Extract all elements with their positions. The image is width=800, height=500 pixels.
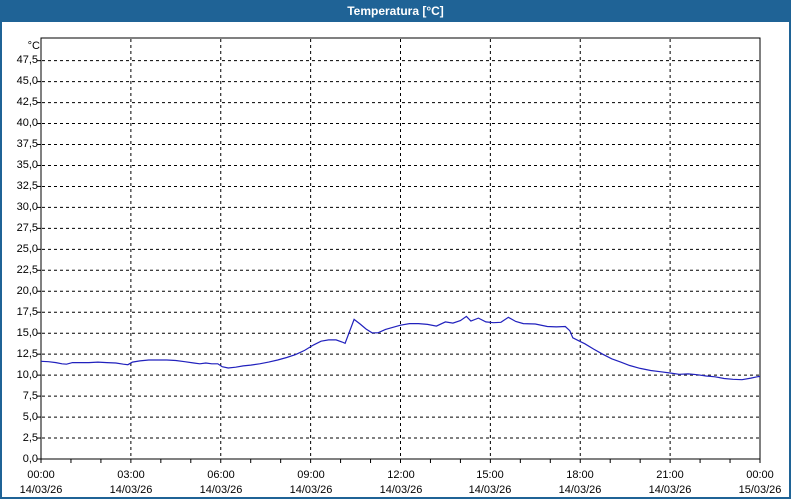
y-tick-label: 25,0	[16, 243, 38, 255]
x-tick-time-label: 03:00	[117, 469, 145, 481]
x-tick-date-label: 15/03/26	[738, 484, 782, 496]
y-tick-label: 47,5	[16, 54, 38, 66]
x-tick-date-label: 14/03/26	[109, 484, 153, 496]
x-tick-time-label: 21:00	[656, 469, 684, 481]
y-tick-label: 12,5	[16, 348, 38, 360]
y-tick-label: 17,5	[16, 306, 38, 318]
y-tick-label: 42,5	[16, 96, 38, 108]
y-tick-label: 15,0	[16, 327, 38, 339]
window-title: Temperatura [°C]	[347, 4, 444, 18]
y-axis-unit-label: °C	[27, 40, 40, 52]
gridlines	[42, 39, 759, 458]
y-tick-label: 27,5	[16, 222, 38, 234]
temperature-chart	[37, 37, 761, 463]
y-tick-label: 20,0	[16, 285, 38, 297]
window-border-right	[789, 22, 791, 499]
y-tick-label: 32,5	[16, 180, 38, 192]
x-tick-date-label: 14/03/26	[648, 484, 692, 496]
y-tick-label: 10,0	[16, 369, 38, 381]
window-border-bottom	[0, 497, 791, 499]
x-tick-time-label: 00:00	[746, 469, 774, 481]
y-tick-label: 37,5	[16, 138, 38, 150]
y-tick-label: 2,5	[22, 432, 38, 444]
y-tick-label: 30,0	[16, 201, 38, 213]
x-tick-date-label: 14/03/26	[558, 484, 602, 496]
x-tick-time-label: 06:00	[207, 469, 235, 481]
x-tick-time-label: 00:00	[27, 469, 55, 481]
y-tick-label: 7,5	[22, 390, 38, 402]
x-tick-date-label: 14/03/26	[379, 484, 423, 496]
y-tick-label: 35,0	[16, 159, 38, 171]
x-tick-date-label: 14/03/26	[199, 484, 243, 496]
x-tick-time-label: 09:00	[297, 469, 325, 481]
x-tick-date-label: 14/03/26	[289, 484, 333, 496]
axis-ticks	[37, 60, 761, 463]
y-tick-label: 45,0	[16, 75, 38, 87]
title-bar[interactable]: Temperatura [°C]	[0, 0, 791, 22]
x-tick-time-label: 18:00	[566, 469, 594, 481]
x-tick-date-label: 14/03/26	[19, 484, 63, 496]
window-border-left	[0, 22, 2, 499]
y-tick-label: 22,5	[16, 264, 38, 276]
temperature-line	[40, 315, 761, 381]
x-tick-date-label: 14/03/26	[468, 484, 512, 496]
plot-border	[40, 37, 761, 460]
x-tick-time-label: 12:00	[387, 469, 415, 481]
y-tick-label: 0,0	[22, 453, 38, 465]
y-tick-label: 40,0	[16, 117, 38, 129]
x-tick-time-label: 15:00	[476, 469, 504, 481]
y-tick-label: 5,0	[22, 411, 38, 423]
